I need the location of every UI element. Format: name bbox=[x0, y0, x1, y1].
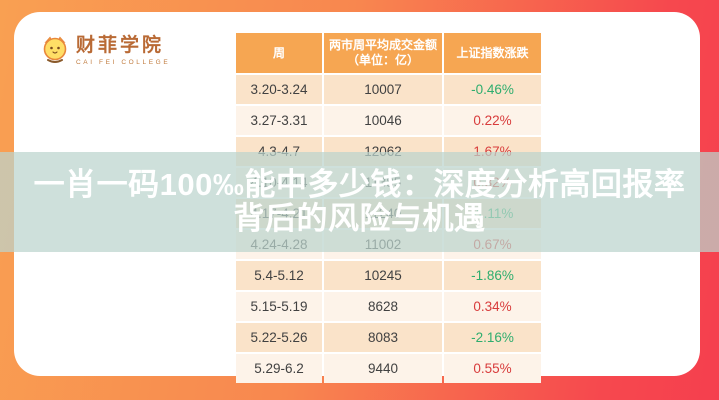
logo-title: 财菲学院 bbox=[76, 35, 165, 56]
headline-overlay: 一肖一码100‰能中多少钱：深度分析高回报率 背后的风险与机遇 bbox=[0, 152, 719, 252]
change-cell: 0.22% bbox=[444, 106, 541, 135]
data-table: 周 两市周平均成交金额（单位：亿） 上证指数涨跌 3.20-3.24 10007-… bbox=[236, 33, 541, 385]
col-header-change: 上证指数涨跌 bbox=[444, 33, 541, 73]
week-cell: 5.4-5.12 bbox=[236, 261, 322, 290]
table-row: 5.29-6.2 9440 0.55% bbox=[236, 354, 541, 383]
amount-cell: 10046 bbox=[324, 106, 442, 135]
amount-cell: 8628 bbox=[324, 292, 442, 321]
week-cell: 5.15-5.19 bbox=[236, 292, 322, 321]
change-cell: -1.86% bbox=[444, 261, 541, 290]
change-cell: 0.55% bbox=[444, 354, 541, 383]
amount-cell: 8083 bbox=[324, 323, 442, 352]
col-header-amount: 两市周平均成交金额（单位：亿） bbox=[324, 33, 442, 73]
col-header-week: 周 bbox=[236, 33, 322, 73]
logo[interactable]: 财菲学院 CAI FEI COLLEGE bbox=[42, 36, 170, 66]
table-row: 5.4-5.12 10245 -1.86% bbox=[236, 261, 541, 290]
logo-text: 财菲学院 CAI FEI COLLEGE bbox=[76, 35, 171, 67]
change-cell: 0.34% bbox=[444, 292, 541, 321]
headline-line1: 一肖一码100‰能中多少钱：深度分析高回报率 bbox=[33, 167, 686, 202]
amount-cell: 9440 bbox=[324, 354, 442, 383]
table-header-row: 周 两市周平均成交金额（单位：亿） 上证指数涨跌 bbox=[236, 33, 541, 73]
week-cell: 5.22-5.26 bbox=[236, 323, 322, 352]
table-row: 3.20-3.24 10007 -0.46% bbox=[236, 75, 541, 104]
amount-cell: 10245 bbox=[324, 261, 442, 290]
table-row: 3.27-3.31 10046 0.22% bbox=[236, 106, 541, 135]
change-cell: -2.16% bbox=[444, 323, 541, 352]
change-cell: -0.46% bbox=[444, 75, 541, 104]
cat-mascot-icon bbox=[43, 36, 67, 63]
week-cell: 5.29-6.2 bbox=[236, 354, 322, 383]
headline-line2: 背后的风险与机遇 bbox=[233, 201, 486, 236]
week-cell: 3.27-3.31 bbox=[236, 106, 322, 135]
week-cell: 3.20-3.24 bbox=[236, 75, 322, 104]
table-row: 5.22-5.26 8083 -2.16% bbox=[236, 323, 541, 352]
table-row: 5.15-5.19 8628 0.34% bbox=[236, 292, 541, 321]
logo-subtitle: CAI FEI COLLEGE bbox=[76, 59, 171, 66]
amount-cell: 10007 bbox=[324, 75, 442, 104]
